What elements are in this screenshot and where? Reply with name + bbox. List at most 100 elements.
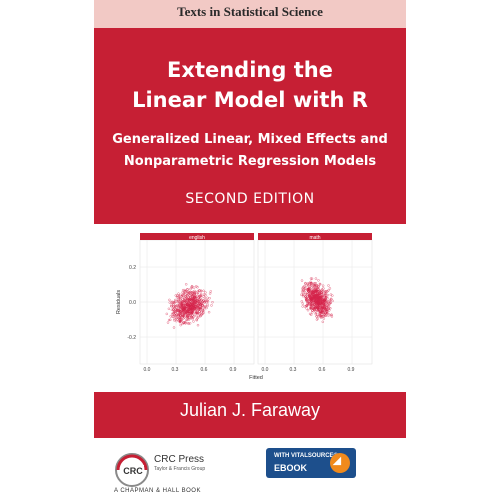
scatter-point [211, 300, 214, 304]
scatter-point [178, 316, 181, 320]
scatter-point [329, 297, 333, 301]
publisher-imprint: A CHAPMAN & HALL BOOK [114, 488, 201, 494]
scatter-point [327, 289, 330, 292]
scatter-point [322, 317, 326, 320]
scatter-point [325, 301, 329, 305]
scatter-point [306, 293, 309, 296]
scatter-point [327, 314, 330, 317]
scatter-point [175, 300, 179, 303]
scatter-point [319, 311, 322, 315]
scatter-point [308, 291, 311, 295]
x-tick-label: 0.0 [262, 367, 269, 373]
scatter-point [326, 311, 329, 315]
x-tick-label: 0.6 [201, 367, 208, 373]
scatter-point [184, 305, 188, 308]
scatter-point [174, 312, 177, 315]
scatter-point [318, 283, 322, 286]
scatter-point [320, 315, 324, 318]
scatter-point [319, 310, 322, 313]
scatter-point [177, 304, 180, 308]
y-tick-label: 0.0 [129, 300, 136, 306]
scatter-point [177, 294, 181, 298]
scatter-point [182, 308, 185, 311]
scatter-point [314, 306, 317, 310]
scatter-point [182, 292, 186, 296]
scatter-point [196, 293, 200, 296]
scatter-point [323, 294, 326, 297]
scatter-point [314, 312, 317, 316]
scatter-point [306, 283, 310, 286]
scatter-point [196, 316, 199, 320]
scatter-point [301, 287, 305, 291]
x-tick-label: 0.9 [230, 367, 237, 373]
scatter-point [172, 301, 176, 304]
scatter-point [189, 287, 192, 291]
scatter-point [324, 314, 327, 318]
scatter-point [314, 290, 318, 294]
crc-press-logo-icon: CRC [115, 453, 149, 487]
scatter-point [328, 298, 332, 302]
scatter-point [327, 306, 331, 310]
scatter-point [327, 307, 331, 311]
subtitle-line-2: Nonparametric Regression Models [123, 154, 377, 169]
x-tick-label: 0.6 [319, 367, 326, 373]
scatter-point [181, 291, 184, 294]
scatter-point [317, 309, 321, 313]
scatter-point [314, 311, 318, 315]
scatter-point [179, 305, 182, 309]
scatter-point [310, 286, 313, 289]
scatter-point [312, 298, 315, 301]
scatter-point [172, 326, 176, 329]
scatter-point [187, 293, 190, 296]
scatter-point [300, 279, 304, 282]
scatter-point [197, 295, 201, 298]
scatter-point [189, 298, 192, 301]
scatter-point [320, 308, 324, 311]
scatter-point [323, 290, 327, 293]
scatter-point [328, 302, 331, 306]
scatter-point [303, 282, 307, 285]
scatter-point [317, 302, 320, 305]
scatter-point [308, 297, 312, 301]
scatter-point [174, 294, 178, 297]
scatter-point [186, 293, 189, 297]
scatter-point [300, 300, 304, 303]
scatter-point [320, 301, 324, 305]
scatter-point [327, 284, 330, 287]
scatter-point [182, 321, 185, 324]
scatter-point [325, 295, 328, 299]
scatter-point [180, 303, 184, 307]
scatter-point [179, 311, 182, 315]
scatter-point [325, 290, 328, 293]
scatter-point [323, 298, 326, 301]
scatter-point [186, 314, 189, 317]
scatter-point [192, 320, 195, 323]
scatter-point [190, 286, 193, 289]
scatter-point [322, 290, 325, 293]
publisher-strip: CRC CRC Press Taylor & Francis Group A C… [94, 438, 406, 500]
author-name: Julian J. Faraway [179, 400, 321, 420]
scatter-point [318, 282, 322, 286]
scatter-point [178, 310, 182, 313]
scatter-point [317, 299, 320, 303]
scatter-point [309, 277, 313, 280]
scatter-point [179, 320, 182, 323]
scatter-point [176, 294, 179, 297]
scatter-point [206, 296, 209, 300]
residual-plot: english math 0.2 0.0 -0.2 0.0 0.3 0.6 0.… [116, 233, 373, 381]
scatter-point [191, 310, 194, 313]
scatter-point [190, 293, 194, 297]
panel-english-strip [140, 233, 254, 240]
scatter-point [305, 307, 308, 310]
book-cover: Texts in Statistical Science Extending t… [94, 0, 406, 500]
scatter-point [309, 313, 313, 317]
book-title-line-2: Linear Model with R [132, 88, 368, 112]
subtitle-line-1: Generalized Linear, Mixed Effects and [112, 132, 388, 147]
scatter-point [198, 302, 201, 306]
scatter-point [195, 314, 198, 318]
scatter-point [193, 295, 196, 299]
scatter-point [309, 297, 312, 300]
scatter-point [195, 285, 198, 288]
scatter-point [307, 288, 311, 291]
scatter-point [187, 322, 190, 326]
